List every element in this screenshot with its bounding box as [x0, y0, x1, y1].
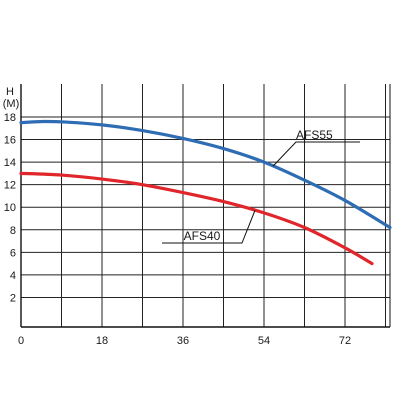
- callout-leader-afs55: [272, 141, 360, 167]
- series-group: [19, 119, 392, 266]
- y-tick-label: 18: [4, 112, 16, 124]
- y-tick-label: 16: [4, 135, 16, 147]
- grid: [21, 84, 390, 327]
- x-tick-label: 72: [339, 335, 351, 347]
- series-line-afs40: [19, 171, 374, 266]
- y-tick-label: 10: [4, 202, 16, 214]
- series-label-afs40: AFS40: [184, 229, 221, 243]
- series-label-afs55: AFS55: [296, 128, 333, 142]
- annotation-group: AFS55 AFS40: [162, 128, 360, 244]
- y-tick-label: 4: [10, 270, 16, 282]
- plot-frame: [20, 84, 391, 328]
- y-tick-labels: 2 4 6 8 10 12 14 16 18: [4, 112, 16, 304]
- y-tick-label: 6: [10, 247, 16, 259]
- x-tick-label: 36: [177, 335, 189, 347]
- y-tick-label: 2: [10, 292, 16, 304]
- y-tick-label: 8: [10, 225, 16, 237]
- y-axis-label: H: [6, 86, 14, 98]
- callout-leader-afs40: [162, 210, 256, 244]
- y-tick-label: 12: [4, 180, 16, 192]
- x-tick-label: 18: [96, 335, 108, 347]
- x-tick-label: 0: [18, 335, 24, 347]
- series-line-afs55: [19, 119, 392, 230]
- x-tick-labels: 0 18 36 54 72: [18, 335, 351, 347]
- y-axis-unit: (M): [3, 98, 20, 110]
- x-tick-label: 54: [258, 335, 270, 347]
- y-tick-label: 14: [4, 157, 16, 169]
